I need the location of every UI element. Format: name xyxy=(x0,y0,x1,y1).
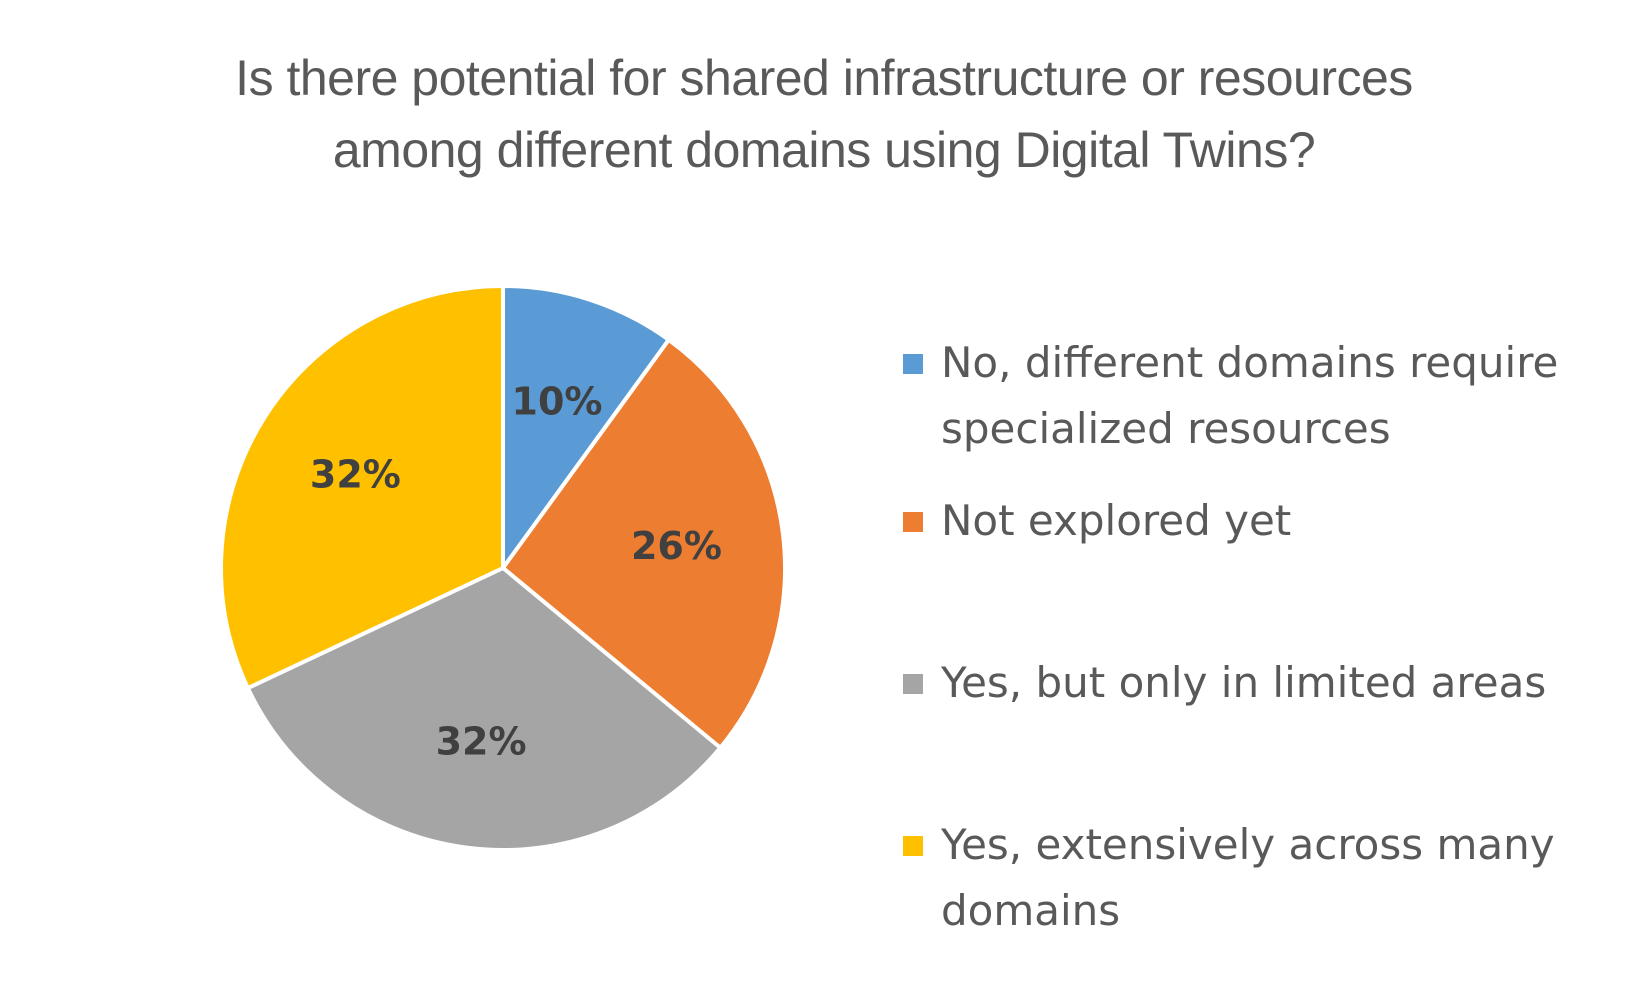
legend-label-line: Yes, but only in limited areas xyxy=(941,658,1547,707)
legend-item-yes-limited-areas: Yes, but only in limited areas xyxy=(903,650,1641,716)
legend-label: No, different domains require specialize… xyxy=(941,330,1641,462)
chart-title-line-2: among different domains using Digital Tw… xyxy=(332,122,1316,178)
legend-swatch xyxy=(903,512,923,532)
pie-slice-not-explored-yet xyxy=(501,337,787,750)
legend-item-no-different-domains: No, different domains require specialize… xyxy=(903,330,1641,462)
legend-label: Not explored yet xyxy=(941,488,1641,554)
legend-label: Yes, extensively across many domains xyxy=(941,812,1641,944)
legend-swatch xyxy=(903,674,923,694)
pie-data-labels: 10% 26% 32% 32% xyxy=(310,380,722,764)
chart-title: Is there potential for shared infrastruc… xyxy=(0,42,1648,186)
pie-data-label: 32% xyxy=(310,452,401,496)
pie-slice-no-different-domains xyxy=(501,284,671,570)
legend-label-line: domains xyxy=(941,886,1121,935)
legend-label: Yes, but only in limited areas xyxy=(941,650,1641,716)
pie-data-label: 10% xyxy=(512,380,603,424)
legend-label-line: specialized resources xyxy=(941,404,1391,453)
pie-slice-yes-extensively xyxy=(219,284,505,691)
pie-slices xyxy=(219,284,787,852)
legend-item-yes-extensively: Yes, extensively across many domains xyxy=(903,812,1641,944)
chart-title-line-1: Is there potential for shared infrastruc… xyxy=(235,50,1413,106)
pie-data-label: 32% xyxy=(436,719,527,763)
legend-item-not-explored-yet: Not explored yet xyxy=(903,488,1641,554)
legend-swatch xyxy=(903,836,923,856)
legend-label-line: Not explored yet xyxy=(941,496,1292,545)
pie-slice-yes-limited-areas xyxy=(245,566,723,852)
pie-data-label: 26% xyxy=(631,524,722,568)
legend-label-line: No, different domains require xyxy=(941,338,1559,387)
legend-label-line: Yes, extensively across many xyxy=(941,820,1555,869)
legend-swatch xyxy=(903,354,923,374)
